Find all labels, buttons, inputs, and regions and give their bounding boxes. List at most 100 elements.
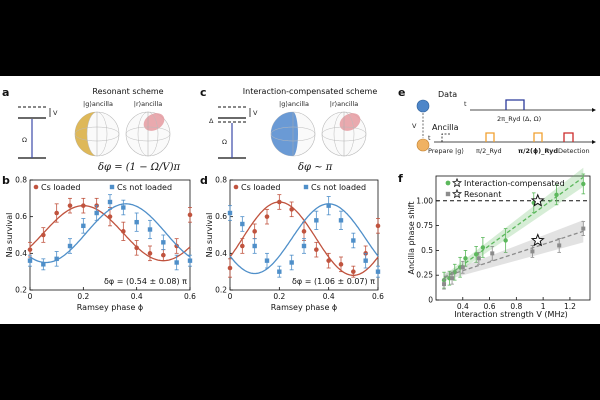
data-point [581,226,586,231]
data-point [460,265,465,270]
data-point [375,223,381,229]
ancilla-time-label: t [428,134,431,142]
data-point [503,238,508,243]
panel-a-omega-label: Ω [22,136,27,144]
y-tick-label: 0.6 [215,212,227,221]
data-point [27,258,33,263]
x-axis-label: Interaction strength V (MHz) [454,310,568,319]
data-point [463,256,468,261]
chart-annotation: δφ = (0.54 ± 0.08) π [104,277,187,286]
x-tick-label: 1.2 [564,302,576,311]
legend-marker [303,184,309,190]
data-point [81,203,86,208]
x-tick-label: 0.4 [323,292,335,301]
data-point [326,203,331,208]
data-point [147,251,153,256]
y-axis-label: Ancilla phase shift [407,201,416,274]
y-tick-label: 0.4 [215,249,227,258]
data-point [252,243,257,249]
data-point [442,282,447,287]
data-point [326,258,331,263]
legend-marker [445,191,451,197]
data-point [227,265,233,271]
ancilla-atom-icon [416,138,430,152]
x-tick-label: 0.6 [184,292,196,301]
data-point [27,247,33,252]
data-point [375,269,381,274]
chart-f-letter: f [398,172,403,185]
legend-label: Resonant [464,190,501,199]
chart-b-letter: b [2,174,10,187]
chart-annotation: δφ = (1.06 ± 0.07) π [292,277,375,286]
data-point [301,243,307,249]
data-point [240,221,245,227]
legend-marker [109,184,115,190]
coupling-v-label: V [412,122,417,130]
y-tick-label: 0.2 [15,286,27,295]
x-tick-label: 1 [541,302,546,311]
data-point [363,258,368,263]
data-point [134,245,139,251]
x-tick-label: 0.4 [457,302,469,311]
data-time-label: t [464,100,467,108]
data-point [314,247,319,252]
y-axis-label: Na survival [5,213,14,258]
legend-marker [33,184,39,190]
data-point [252,229,257,234]
legend-star [451,177,463,188]
x-axis-label: Ramsey phase ϕ [271,303,337,312]
panel-a-letter: a [2,86,9,99]
data-point [264,214,270,219]
legend-marker [233,184,239,190]
chart-d-letter: d [200,174,208,187]
x-tick-label: 0.2 [77,292,89,301]
chart-f: f00.250.50.751.000.4 0.6 0.8 1 1.2Interactio… [398,167,591,319]
data-atom-icon [416,99,430,113]
data-point [450,276,455,281]
data-point [480,245,486,250]
panel-a-bloch-sphere-r: |r⟩ancilla [125,100,171,157]
x-tick-label: 0.2 [273,292,285,301]
panel-c-formula: δφ ~ π [298,162,333,173]
data-point [54,256,59,262]
panel-a-ket-g: |g⟩ancilla [83,100,113,108]
data-point [530,249,535,254]
data-point [338,218,344,223]
legend-label: Cs not loaded [117,183,172,192]
data-pulse [505,99,525,110]
pi2-pulse-1 [485,132,495,142]
chart-b-frame [29,179,191,291]
y-tick-label: 0.8 [15,176,27,185]
data-point [227,210,233,216]
data-point [351,269,356,274]
data-point [161,240,166,245]
data-point [67,203,73,208]
data-point [264,258,270,263]
panel-c-delta-label: Δ [209,117,214,125]
data-point [121,205,126,210]
data-point [301,229,307,234]
y-tick-label: 0.2 [215,286,227,295]
x-tick-label: 0.4 [131,292,143,301]
panel-e-letter: e [398,86,405,99]
panel-a-title: Resonant scheme [92,87,163,96]
data-point [81,223,86,229]
legend-label: Cs loaded [41,183,80,192]
data-point [289,207,294,212]
data-point [289,260,294,265]
panel-c-letter: c [200,86,207,99]
data-point [121,229,126,234]
data-point [107,214,113,219]
data-point [557,243,562,248]
y-tick-label: 0.4 [15,249,27,258]
pi2-label-1: π/2_Ryd [476,147,502,155]
data-point [277,199,282,205]
pi2-label-2: π/2(ϕ)_Ryd [518,147,558,155]
data-point [41,232,46,238]
data-point [54,210,59,216]
confidence-band [444,220,584,281]
data-point [187,212,193,218]
data-point [351,238,356,243]
panel-a-ket-r: |r⟩ancilla [134,100,162,108]
